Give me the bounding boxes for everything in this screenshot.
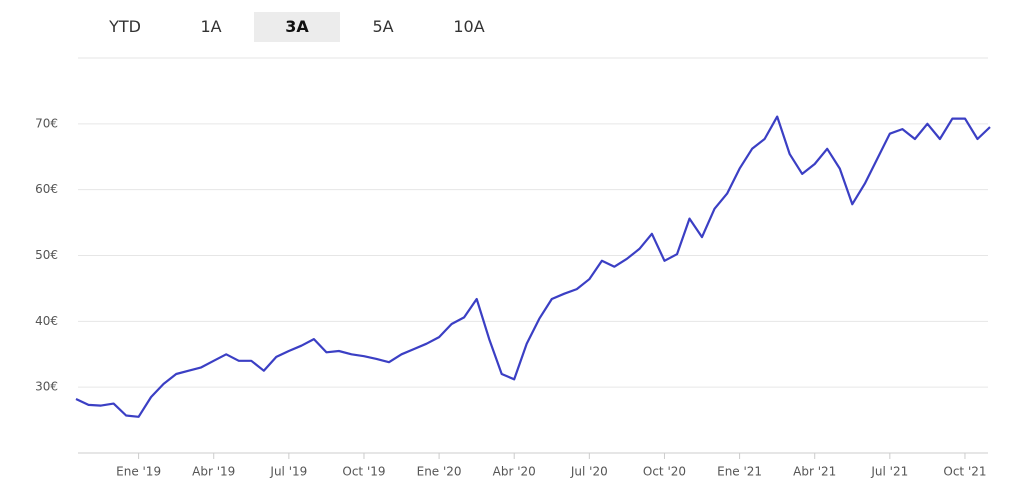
x-tick-label: Abr '20 xyxy=(493,465,536,479)
y-tick-label: 60€ xyxy=(35,182,58,196)
x-tick-label: Abr '21 xyxy=(793,465,836,479)
x-tick-label: Abr '19 xyxy=(192,465,235,479)
y-tick-label: 50€ xyxy=(35,248,58,262)
x-tick-label: Oct '21 xyxy=(943,465,986,479)
price-line xyxy=(75,115,991,418)
x-tick-label: Ene '20 xyxy=(417,465,462,479)
x-tick-label: Ene '19 xyxy=(116,465,161,479)
range-tab[interactable]: YTD xyxy=(109,17,141,36)
x-tick-label: Jul '21 xyxy=(870,465,908,479)
y-tick-label: 70€ xyxy=(35,116,58,130)
range-tab[interactable]: 5A xyxy=(372,17,394,36)
y-tick-label: 30€ xyxy=(35,380,58,394)
range-tabs: YTD 1A 3A 5A 10A xyxy=(82,12,512,42)
x-tick-label: Oct '19 xyxy=(342,465,385,479)
range-tab[interactable]: 3A xyxy=(254,12,340,42)
x-tick-label: Jul '19 xyxy=(269,465,307,479)
x-tick-label: Oct '20 xyxy=(643,465,686,479)
x-tick-label: Jul '20 xyxy=(570,465,608,479)
x-tick-label: Ene '21 xyxy=(717,465,762,479)
range-tab[interactable]: 10A xyxy=(453,17,485,36)
range-tab[interactable]: 1A xyxy=(200,17,222,36)
y-tick-label: 40€ xyxy=(35,314,58,328)
